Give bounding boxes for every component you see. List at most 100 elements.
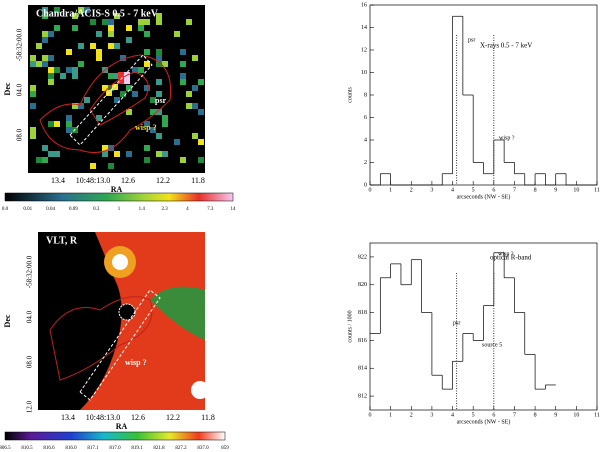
- pixel: [126, 109, 132, 115]
- pixel: [198, 139, 204, 145]
- pixel: [78, 43, 84, 49]
- pixel: [156, 19, 162, 25]
- x-tick-label: 3: [430, 412, 433, 418]
- y-axis-label: counts / 1000: [347, 310, 353, 342]
- colorbar-label: 0.01: [23, 207, 32, 212]
- pixel: [124, 78, 130, 84]
- x-tick-label: 1: [389, 412, 392, 418]
- annotation: psr: [468, 37, 475, 43]
- pixel: [78, 7, 84, 13]
- image-title: Chandra/ACIS-S 0.5 - 7 keV: [36, 8, 159, 19]
- y-tick-label: 14: [361, 25, 367, 31]
- pixel: [90, 19, 96, 25]
- pixel: [118, 78, 124, 84]
- plot-frame: [369, 4, 598, 186]
- pixel: [156, 61, 162, 67]
- pixel: [138, 25, 144, 31]
- pixel: [132, 91, 138, 97]
- pixel: [144, 145, 150, 151]
- pixel: [144, 85, 150, 91]
- pixel: [42, 13, 48, 19]
- x-tick-label: 0: [369, 187, 372, 193]
- x-tick-label: 3: [430, 187, 433, 193]
- pixel: [180, 73, 186, 79]
- pixel: [114, 97, 120, 103]
- y-tick-label: 822: [358, 254, 367, 260]
- x-tick-label: 2: [410, 187, 413, 193]
- pixel: [192, 103, 198, 109]
- y-tick-label: 816: [358, 338, 367, 344]
- y-tick-label: 2: [364, 160, 367, 166]
- pixel: [186, 103, 192, 109]
- x-tick-label: 12.6: [121, 176, 135, 185]
- pixel: [42, 31, 48, 37]
- x-tick-label: 5: [472, 187, 475, 193]
- colorbar-label: 0.3: [93, 207, 100, 212]
- chart-title: X-rays 0.5 - 7 keV: [480, 42, 532, 50]
- pixel: [108, 163, 114, 169]
- colorbar-label: 14: [231, 207, 237, 212]
- colorbar: [4, 192, 234, 202]
- colorbar-label: 806.5: [0, 446, 11, 451]
- pixel: [30, 127, 36, 133]
- pixel: [42, 55, 48, 61]
- pixel: [144, 19, 150, 25]
- pixel: [36, 157, 42, 163]
- pixel: [84, 97, 90, 103]
- pixel: [48, 121, 54, 127]
- x-tick-label: 9: [554, 187, 557, 193]
- pixel: [108, 19, 114, 25]
- pixel: [114, 43, 120, 49]
- colorbar-label: 817.1: [87, 446, 99, 451]
- colorbar: [4, 431, 226, 441]
- bright-star: [191, 381, 209, 399]
- pixel: [156, 151, 162, 157]
- y-tick-label: 08.0: [26, 355, 34, 368]
- x-tick-label: 6: [492, 187, 495, 193]
- slit: [69, 54, 153, 146]
- pixel: [30, 133, 36, 139]
- dark-region: [38, 232, 122, 410]
- x-tick-label: 7: [513, 187, 516, 193]
- x-tick-label: 11: [594, 187, 600, 193]
- x-tick-label: 10: [573, 187, 579, 193]
- pixel: [72, 25, 78, 31]
- colorbar-label: 0.09: [69, 207, 78, 212]
- pixel: [30, 61, 36, 67]
- y-tick-label: 814: [358, 366, 367, 372]
- pixel: [90, 163, 96, 169]
- pixel: [66, 49, 72, 55]
- contour: [49, 296, 153, 381]
- pixel: [174, 31, 180, 37]
- pixel: [126, 151, 132, 157]
- pixel: [112, 84, 118, 90]
- pixel: [126, 25, 132, 31]
- pixel: [102, 19, 108, 25]
- pixel: [156, 79, 162, 85]
- x-tick-label: 11: [594, 412, 600, 418]
- pixel: [48, 151, 54, 157]
- bright-star: [112, 254, 128, 270]
- colorbar-label: 0.04: [46, 207, 55, 212]
- pixel: [162, 115, 168, 121]
- annotation: source 5: [482, 342, 502, 348]
- y-tick-label: 8: [364, 92, 367, 98]
- y-tick-label: 820: [358, 282, 367, 288]
- pixel: [186, 91, 192, 97]
- y-tick-label: 812: [358, 393, 367, 399]
- pixel: [84, 7, 90, 13]
- colorbar-label: 816.6: [43, 446, 55, 451]
- pixel: [156, 13, 162, 19]
- y-tick-label: 16: [361, 2, 367, 8]
- pixel: [96, 115, 102, 121]
- x-tick-label: 5: [472, 412, 475, 418]
- pixel: [192, 55, 198, 61]
- pixel: [198, 79, 204, 85]
- pixel: [108, 73, 114, 79]
- x-tick-label: 6: [492, 412, 495, 418]
- pixel: [48, 55, 54, 61]
- x-tick-label: 4: [451, 412, 454, 418]
- x-tick-label: 1: [389, 187, 392, 193]
- contour: [89, 71, 149, 126]
